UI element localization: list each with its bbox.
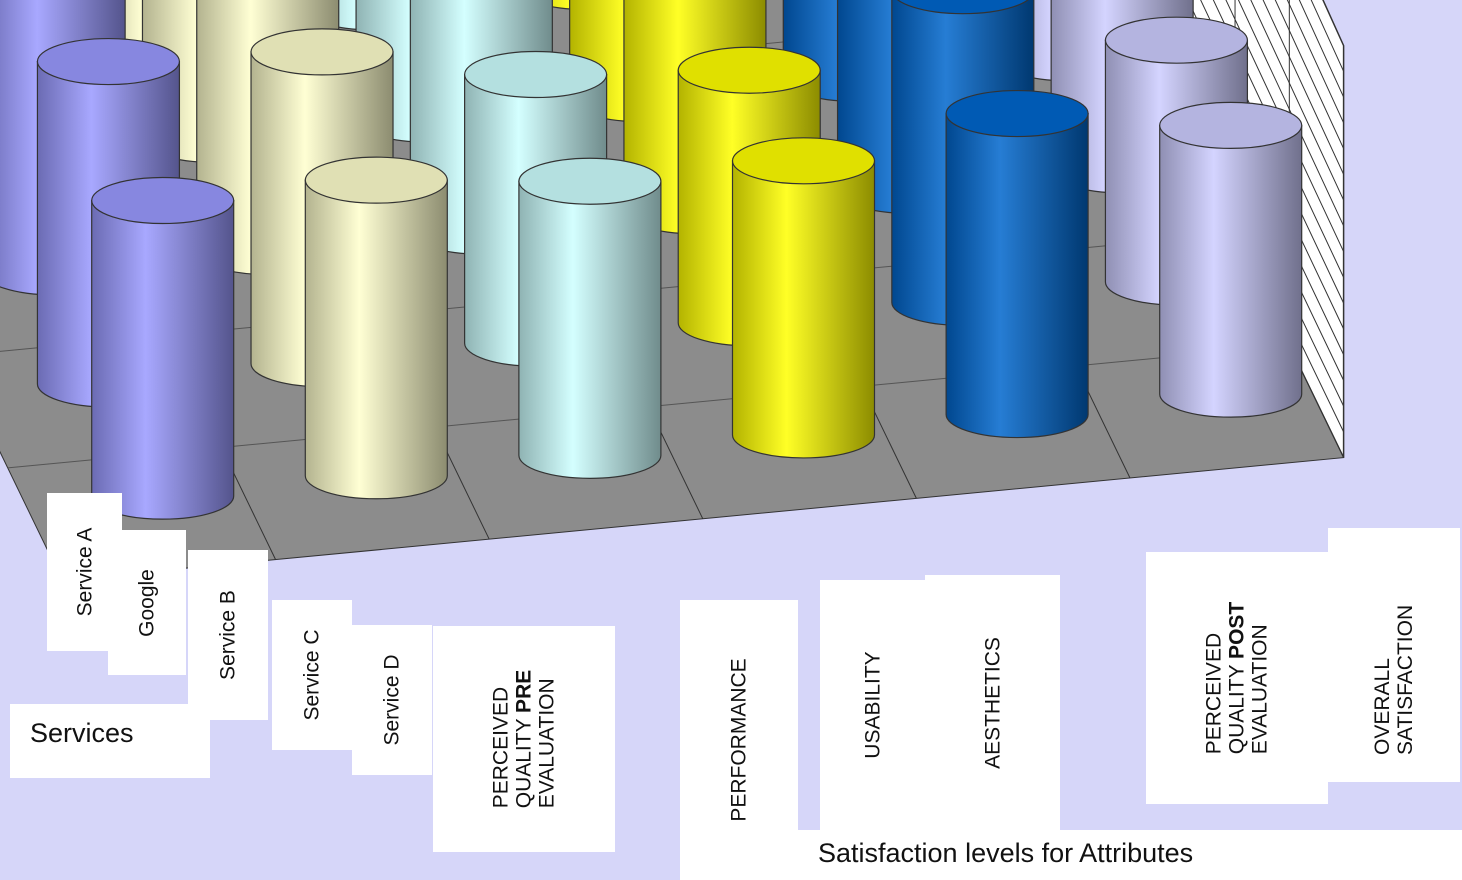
category-label-text: AESTHETICS — [981, 636, 1004, 769]
series-label-text: Google — [135, 568, 159, 637]
bar-service-d-0 — [91, 176, 235, 520]
chart-bars — [0, 0, 1303, 520]
series-label-service-d: Service D — [352, 625, 432, 775]
x-axis-title: Satisfaction levels for Attributes — [680, 830, 1462, 880]
category-label-perceived-quality-pre: PERCEIVED QUALITY PRE EVALUATION — [433, 626, 615, 852]
category-label-text: PERCEIVED QUALITY PRE EVALUATION — [489, 669, 559, 809]
z-axis-title: Services — [10, 704, 210, 778]
series-label-text: Service D — [380, 654, 404, 746]
category-label-perceived-quality-post: PERCEIVED QUALITY POST EVALUATION — [1146, 552, 1328, 804]
bar-service-d-5 — [1159, 101, 1303, 418]
category-label-text: PERFORMANCE — [727, 658, 751, 822]
series-label-service-b: Service B — [188, 550, 268, 720]
category-label-aesthetics: AESTHETICS — [925, 575, 1060, 830]
category-label-usability: USABILITY — [820, 580, 925, 830]
bar-service-d-3 — [731, 137, 876, 459]
series-label-text: Service A — [73, 527, 96, 617]
series-label-google: Google — [108, 530, 186, 675]
bar-service-d-4 — [945, 89, 1089, 439]
series-label-text: Service C — [300, 629, 324, 721]
x-axis-title-text: Satisfaction levels for Attributes — [818, 838, 1194, 868]
category-label-text: OVERALL SATISFACTION — [1371, 604, 1417, 755]
category-label-overall-satisfaction: OVERALL SATISFACTION — [1328, 528, 1460, 782]
bar-service-d-1 — [304, 156, 448, 500]
series-label-service-c: Service C — [272, 600, 352, 750]
category-label-text: USABILITY — [861, 651, 884, 759]
series-label-text: Service B — [216, 590, 240, 680]
bar-service-d-2 — [518, 157, 662, 479]
category-label-text: PERCEIVED QUALITY POST EVALUATION — [1202, 601, 1272, 755]
z-axis-title-text: Services — [30, 718, 134, 748]
